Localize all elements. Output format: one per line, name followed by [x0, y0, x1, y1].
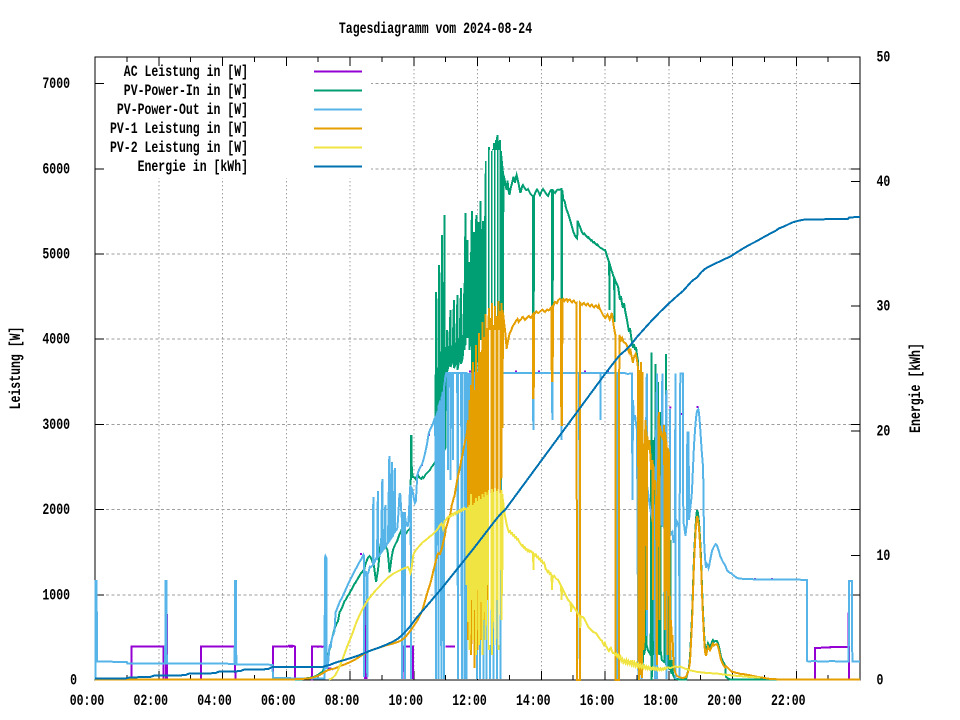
- svg-text:50: 50: [877, 49, 891, 67]
- svg-text:02:00: 02:00: [134, 692, 169, 710]
- svg-text:10: 10: [877, 547, 891, 565]
- svg-text:2000: 2000: [42, 501, 70, 519]
- svg-text:PV-Power-In in [W]: PV-Power-In in [W]: [124, 82, 248, 100]
- svg-text:5000: 5000: [42, 246, 70, 264]
- svg-text:16:00: 16:00: [580, 692, 615, 710]
- svg-text:08:00: 08:00: [325, 692, 360, 710]
- svg-text:7000: 7000: [42, 75, 70, 93]
- svg-text:6000: 6000: [42, 160, 70, 178]
- svg-text:4000: 4000: [42, 331, 70, 349]
- svg-text:12:00: 12:00: [452, 692, 487, 710]
- svg-text:18:00: 18:00: [644, 692, 679, 710]
- svg-text:40: 40: [877, 173, 891, 191]
- svg-text:0: 0: [877, 672, 884, 690]
- svg-text:Leistung [W]: Leistung [W]: [7, 327, 25, 410]
- svg-text:00:00: 00:00: [70, 692, 105, 710]
- svg-text:06:00: 06:00: [261, 692, 296, 710]
- svg-text:Tagesdiagramm vom 2024-08-24: Tagesdiagramm vom 2024-08-24: [339, 20, 532, 38]
- svg-text:3000: 3000: [42, 416, 70, 434]
- svg-text:Energie [kWh]: Energie [kWh]: [907, 343, 925, 433]
- svg-text:PV-2 Leistung in [W]: PV-2 Leistung in [W]: [110, 139, 248, 157]
- svg-text:22:00: 22:00: [771, 692, 806, 710]
- svg-text:30: 30: [877, 298, 891, 316]
- svg-text:1000: 1000: [42, 586, 70, 604]
- svg-text:PV-1 Leistung in [W]: PV-1 Leistung in [W]: [110, 120, 248, 138]
- svg-text:0: 0: [70, 672, 77, 690]
- svg-text:20: 20: [877, 422, 891, 440]
- svg-text:20:00: 20:00: [707, 692, 742, 710]
- svg-text:10:00: 10:00: [389, 692, 424, 710]
- svg-text:Energie in [kWh]: Energie in [kWh]: [138, 158, 248, 176]
- svg-text:AC Leistung in [W]: AC Leistung in [W]: [124, 63, 248, 81]
- svg-text:14:00: 14:00: [516, 692, 551, 710]
- svg-text:PV-Power-Out in [W]: PV-Power-Out in [W]: [117, 101, 248, 119]
- svg-text:04:00: 04:00: [197, 692, 232, 710]
